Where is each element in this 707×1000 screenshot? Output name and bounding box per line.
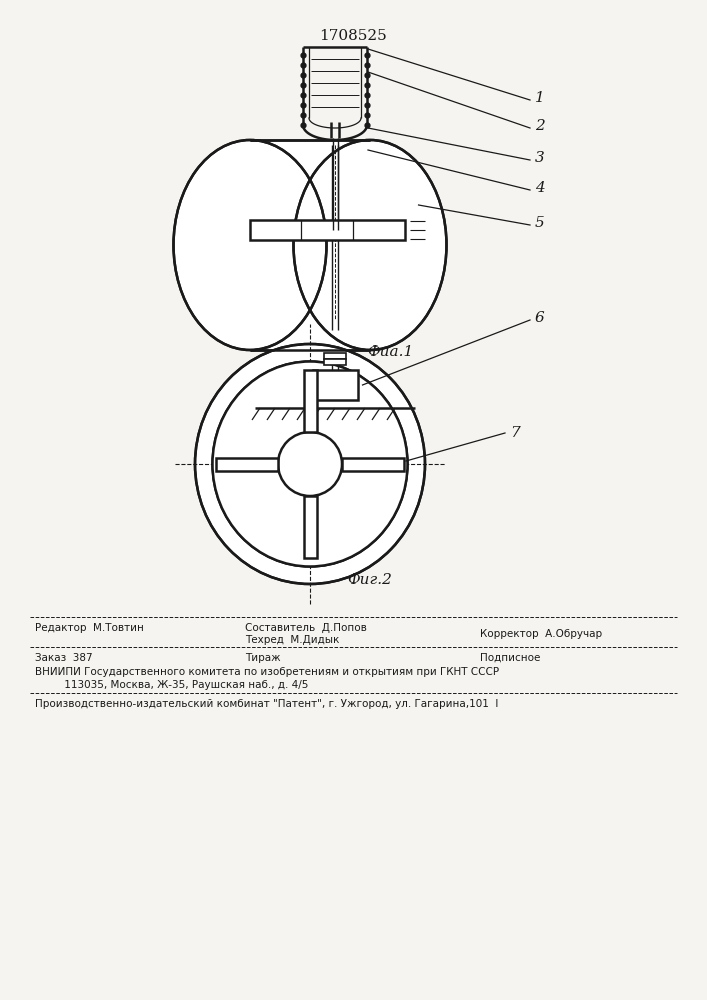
Text: Составитель  Д.Попов: Составитель Д.Попов: [245, 623, 367, 633]
Ellipse shape: [195, 344, 425, 584]
Ellipse shape: [173, 140, 327, 350]
Text: Заказ  387: Заказ 387: [35, 653, 93, 663]
Text: Корректор  А.Обручар: Корректор А.Обручар: [480, 629, 602, 639]
Bar: [303, 496, 317, 558]
Text: 2: 2: [535, 119, 545, 133]
Text: 4: 4: [535, 181, 545, 195]
Bar: [216, 458, 278, 471]
Bar: [250, 220, 404, 240]
Bar: [250, 140, 370, 350]
Text: Фиг.2: Фиг.2: [348, 573, 392, 587]
Circle shape: [278, 432, 342, 496]
Text: 1: 1: [535, 91, 545, 105]
Text: 5: 5: [535, 216, 545, 230]
Bar: [324, 359, 346, 365]
Ellipse shape: [293, 140, 447, 350]
Ellipse shape: [213, 361, 407, 566]
Text: Техред  М.Дидык: Техред М.Дидык: [245, 635, 339, 645]
Text: 1708525: 1708525: [319, 29, 387, 43]
Text: 3: 3: [535, 151, 545, 165]
Text: Редактор  М.Товтин: Редактор М.Товтин: [35, 623, 144, 633]
Bar: [303, 370, 317, 432]
Bar: [342, 458, 404, 471]
Text: Подписное: Подписное: [480, 653, 540, 663]
Text: 113035, Москва, Ж-35, Раушская наб., д. 4/5: 113035, Москва, Ж-35, Раушская наб., д. …: [35, 680, 308, 690]
Text: ВНИИПИ Государственного комитета по изобретениям и открытиям при ГКНТ СССР: ВНИИПИ Государственного комитета по изоб…: [35, 667, 499, 677]
Text: 7: 7: [510, 426, 520, 440]
Text: Фиа.1: Фиа.1: [367, 345, 413, 359]
Text: Тираж: Тираж: [245, 653, 281, 663]
Bar: [324, 353, 346, 359]
Text: 6: 6: [535, 311, 545, 325]
Ellipse shape: [213, 361, 407, 566]
Text: Производственно-издательский комбинат "Патент", г. Ужгород, ул. Гагарина,101  І: Производственно-издательский комбинат "П…: [35, 699, 498, 709]
Bar: [312, 370, 358, 400]
